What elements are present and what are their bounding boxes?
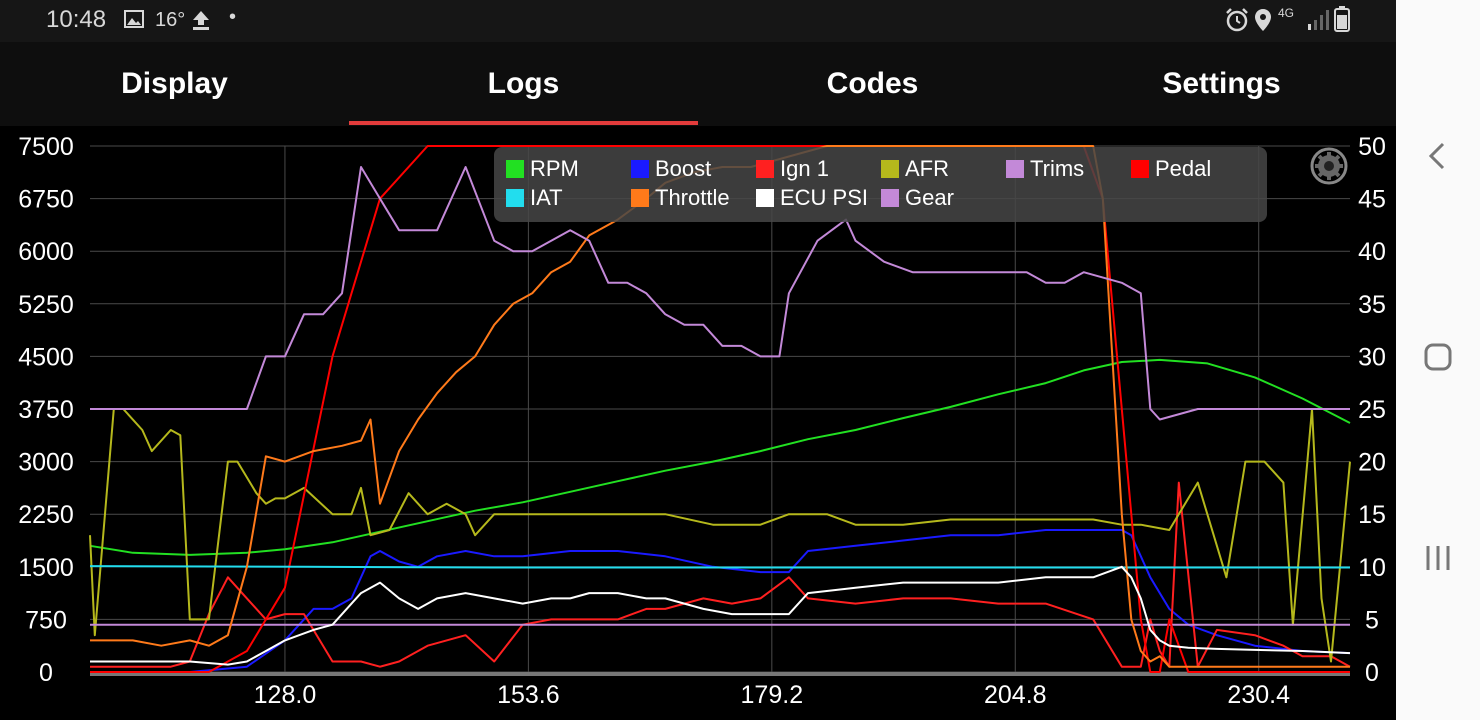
series-line-ign-1 [90, 481, 1351, 668]
notification-dot-icon: • [229, 6, 237, 28]
y-tick-right: 5 [1365, 606, 1379, 634]
alarm-icon [1226, 8, 1248, 32]
selected-tab-indicator [349, 121, 698, 125]
y-tick-left: 0 [39, 659, 53, 687]
legend-label: Trims [1030, 156, 1085, 181]
tab-settings[interactable]: Settings [1162, 67, 1281, 100]
x-tick: 204.8 [984, 681, 1047, 709]
tab-codes[interactable]: Codes [826, 67, 919, 100]
y-tick-right: 25 [1358, 396, 1386, 424]
chart-legend: RPM Boost Ign 1 AFR Trims Pedal IAT Throttle ECU… [494, 147, 1267, 222]
y-tick-right: 10 [1358, 554, 1386, 582]
legend-swatch [1006, 160, 1024, 178]
series-line-afr [89, 408, 1351, 663]
back-icon[interactable] [1418, 136, 1458, 176]
y-tick-left: 2250 [18, 501, 74, 529]
upload-icon [193, 11, 209, 30]
legend-item: IAT [506, 185, 563, 211]
tab-display[interactable]: Display [121, 67, 228, 100]
x-tick: 179.2 [741, 681, 804, 709]
y-tick-right: 0 [1365, 659, 1379, 687]
legend-item: Trims [1006, 156, 1084, 182]
legend-swatch [506, 189, 524, 207]
y-tick-left: 6000 [18, 238, 74, 266]
legend-label: Boost [655, 156, 712, 181]
chart-canvas[interactable]: 0750150022503000375045005250600067507500… [0, 126, 1396, 720]
legend-swatch [631, 160, 649, 178]
system-nav-bar [1396, 0, 1480, 720]
legend-label: Throttle [655, 185, 730, 210]
legend-swatch [631, 189, 649, 207]
legend-item: Gear [881, 185, 954, 211]
battery-icon [1334, 6, 1350, 32]
status-time: 10:48 [46, 6, 107, 33]
legend-label: Pedal [1155, 156, 1212, 181]
y-tick-right: 35 [1358, 291, 1386, 319]
series-line-throttle [90, 145, 1350, 668]
series-line-iat [89, 565, 1350, 569]
y-tick-left: 3750 [18, 396, 74, 424]
y-tick-right: 20 [1358, 449, 1386, 477]
legend-swatch [1131, 160, 1149, 178]
y-tick-left: 6750 [18, 186, 74, 214]
legend-item: Ign 1 [756, 156, 829, 182]
legend-label: IAT [530, 185, 563, 210]
y-tick-left: 5250 [18, 291, 74, 319]
home-icon[interactable] [1418, 337, 1458, 377]
signal-icon [1308, 10, 1329, 30]
series-line-ecu-psi [90, 565, 1351, 666]
legend-item: AFR [881, 156, 949, 182]
legend-swatch [506, 160, 524, 178]
legend-label: Ign 1 [780, 156, 829, 181]
location-icon [1255, 9, 1271, 31]
log-chart[interactable]: 0 750 1500 2250 3000 3750 4500 5250 6000 6750 7500… [0, 126, 1396, 720]
series-line-rpm [89, 358, 1351, 556]
recents-icon[interactable] [1418, 538, 1458, 578]
image-icon [124, 10, 144, 28]
y-tick-left: 750 [25, 606, 67, 634]
network-type: 4G [1278, 6, 1295, 20]
legend-item: Pedal [1131, 156, 1211, 182]
series-line-gear [90, 166, 1350, 421]
legend-item: RPM [506, 156, 579, 182]
y-tick-right: 45 [1358, 186, 1386, 214]
y-tick-right: 30 [1358, 343, 1386, 371]
legend-swatch [881, 160, 899, 178]
legend-swatch [756, 160, 774, 178]
status-bar: 10:48 16° • 4G [0, 0, 1396, 42]
y-tick-left: 7500 [18, 133, 74, 161]
tab-bar: Display Logs Codes Settings [0, 42, 1396, 126]
legend-item: ECU PSI [756, 185, 868, 211]
series-line-boost [90, 529, 1351, 673]
status-temperature: 16° [155, 9, 186, 31]
legend-label: RPM [530, 156, 579, 181]
x-tick: 128.0 [254, 681, 317, 709]
y-tick-right: 40 [1358, 238, 1386, 266]
legend-swatch [756, 189, 774, 207]
y-tick-left: 4500 [18, 343, 74, 371]
legend-swatch [881, 189, 899, 207]
y-tick-left: 1500 [18, 554, 74, 582]
legend-label: AFR [905, 156, 949, 181]
legend-item: Throttle [631, 185, 730, 211]
legend-label: Gear [905, 185, 954, 210]
x-tick: 153.6 [497, 681, 560, 709]
y-tick-left: 3000 [18, 449, 74, 477]
y-tick-right: 50 [1358, 133, 1386, 161]
legend-item: Boost [631, 156, 711, 182]
y-tick-right: 15 [1358, 501, 1386, 529]
tab-logs[interactable]: Logs [487, 67, 560, 100]
gear-icon[interactable] [1309, 146, 1349, 186]
x-tick: 230.4 [1227, 681, 1290, 709]
legend-label: ECU PSI [780, 185, 869, 210]
